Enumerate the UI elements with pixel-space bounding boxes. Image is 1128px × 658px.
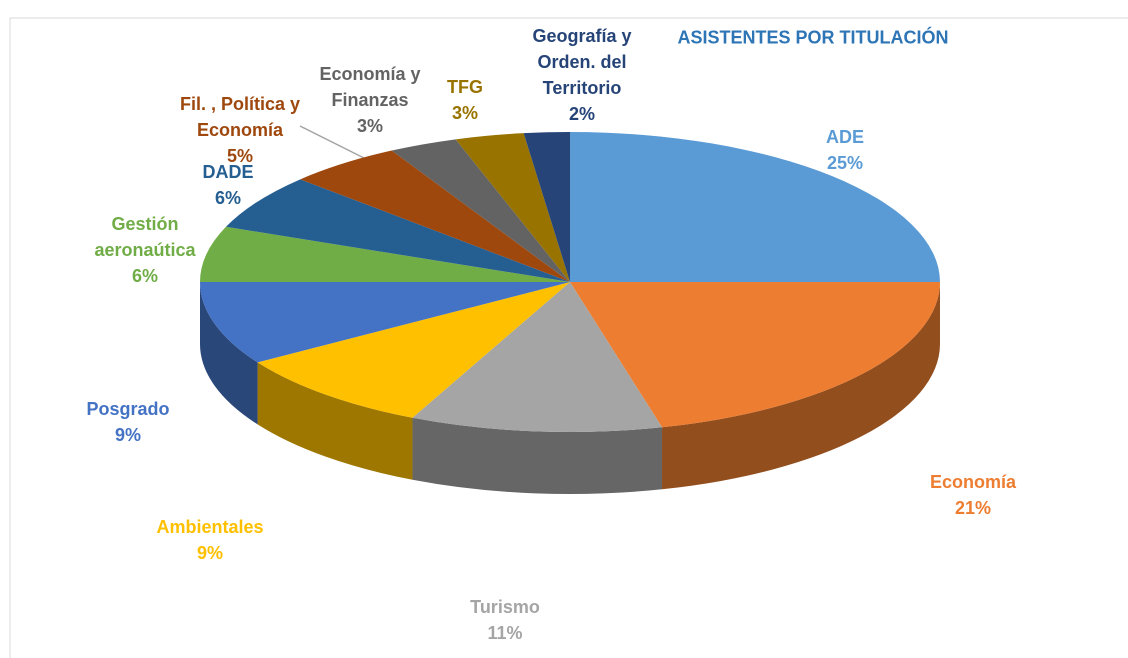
slice-side bbox=[412, 417, 663, 494]
value-label: 9% bbox=[114, 425, 141, 445]
value-label: 25% bbox=[826, 153, 864, 173]
slice bbox=[257, 282, 570, 418]
slice bbox=[200, 226, 570, 282]
value-label: 6% bbox=[214, 188, 241, 208]
category-label: Economía y Finanzas bbox=[319, 64, 421, 110]
slice bbox=[300, 150, 570, 282]
category-label: Turismo bbox=[470, 597, 540, 617]
category-label: Fil. , Política y Economía bbox=[179, 94, 301, 140]
data-label: ADE 25% bbox=[785, 124, 905, 176]
category-label: Posgrado bbox=[86, 399, 170, 419]
slice-side bbox=[257, 362, 413, 480]
data-label: DADE 6% bbox=[188, 159, 268, 211]
chart-frame bbox=[9, 17, 1128, 658]
value-label: 2% bbox=[568, 104, 595, 124]
data-label: Fil. , Política y Economía 5% bbox=[150, 91, 330, 169]
data-label: Economía y Finanzas 3% bbox=[305, 61, 435, 139]
slice bbox=[200, 282, 570, 363]
category-label: Geografía y Orden. del Territorio bbox=[532, 26, 632, 98]
slice bbox=[570, 282, 940, 428]
value-label: 11% bbox=[487, 623, 523, 643]
category-label: Ambientales bbox=[156, 517, 264, 537]
data-label: Posgrado 9% bbox=[58, 396, 198, 448]
slice-side bbox=[662, 282, 941, 490]
category-label: DADE bbox=[202, 162, 254, 182]
category-label: TFG bbox=[447, 77, 483, 97]
slice bbox=[412, 282, 663, 433]
slice bbox=[391, 139, 570, 282]
leader-line bbox=[299, 125, 373, 163]
data-label: Ambientales 9% bbox=[130, 514, 290, 566]
chart-title: ASISTENTES POR TITULACIÓN bbox=[677, 27, 949, 48]
data-label: Geografía y Orden. del Territorio 2% bbox=[507, 23, 657, 127]
value-label: 3% bbox=[356, 116, 383, 136]
category-label: Economía bbox=[929, 472, 1017, 492]
slice-side bbox=[200, 282, 258, 425]
value-label: 9% bbox=[196, 543, 223, 563]
slice bbox=[523, 132, 570, 282]
slice bbox=[570, 132, 940, 282]
data-label: Turismo 11% bbox=[435, 594, 575, 646]
slice bbox=[455, 133, 570, 282]
value-label: 6% bbox=[131, 266, 158, 286]
data-label: Economía 21% bbox=[903, 469, 1043, 521]
category-label: ADE bbox=[825, 127, 864, 147]
data-label: TFG 3% bbox=[435, 74, 495, 126]
value-label: 21% bbox=[954, 498, 992, 518]
slice bbox=[225, 179, 570, 282]
value-label: 5% bbox=[226, 146, 253, 166]
category-label: Gestión aeronaútica bbox=[94, 214, 196, 260]
value-label: 3% bbox=[451, 103, 478, 123]
data-label: Gestión aeronaútica 6% bbox=[75, 211, 215, 289]
